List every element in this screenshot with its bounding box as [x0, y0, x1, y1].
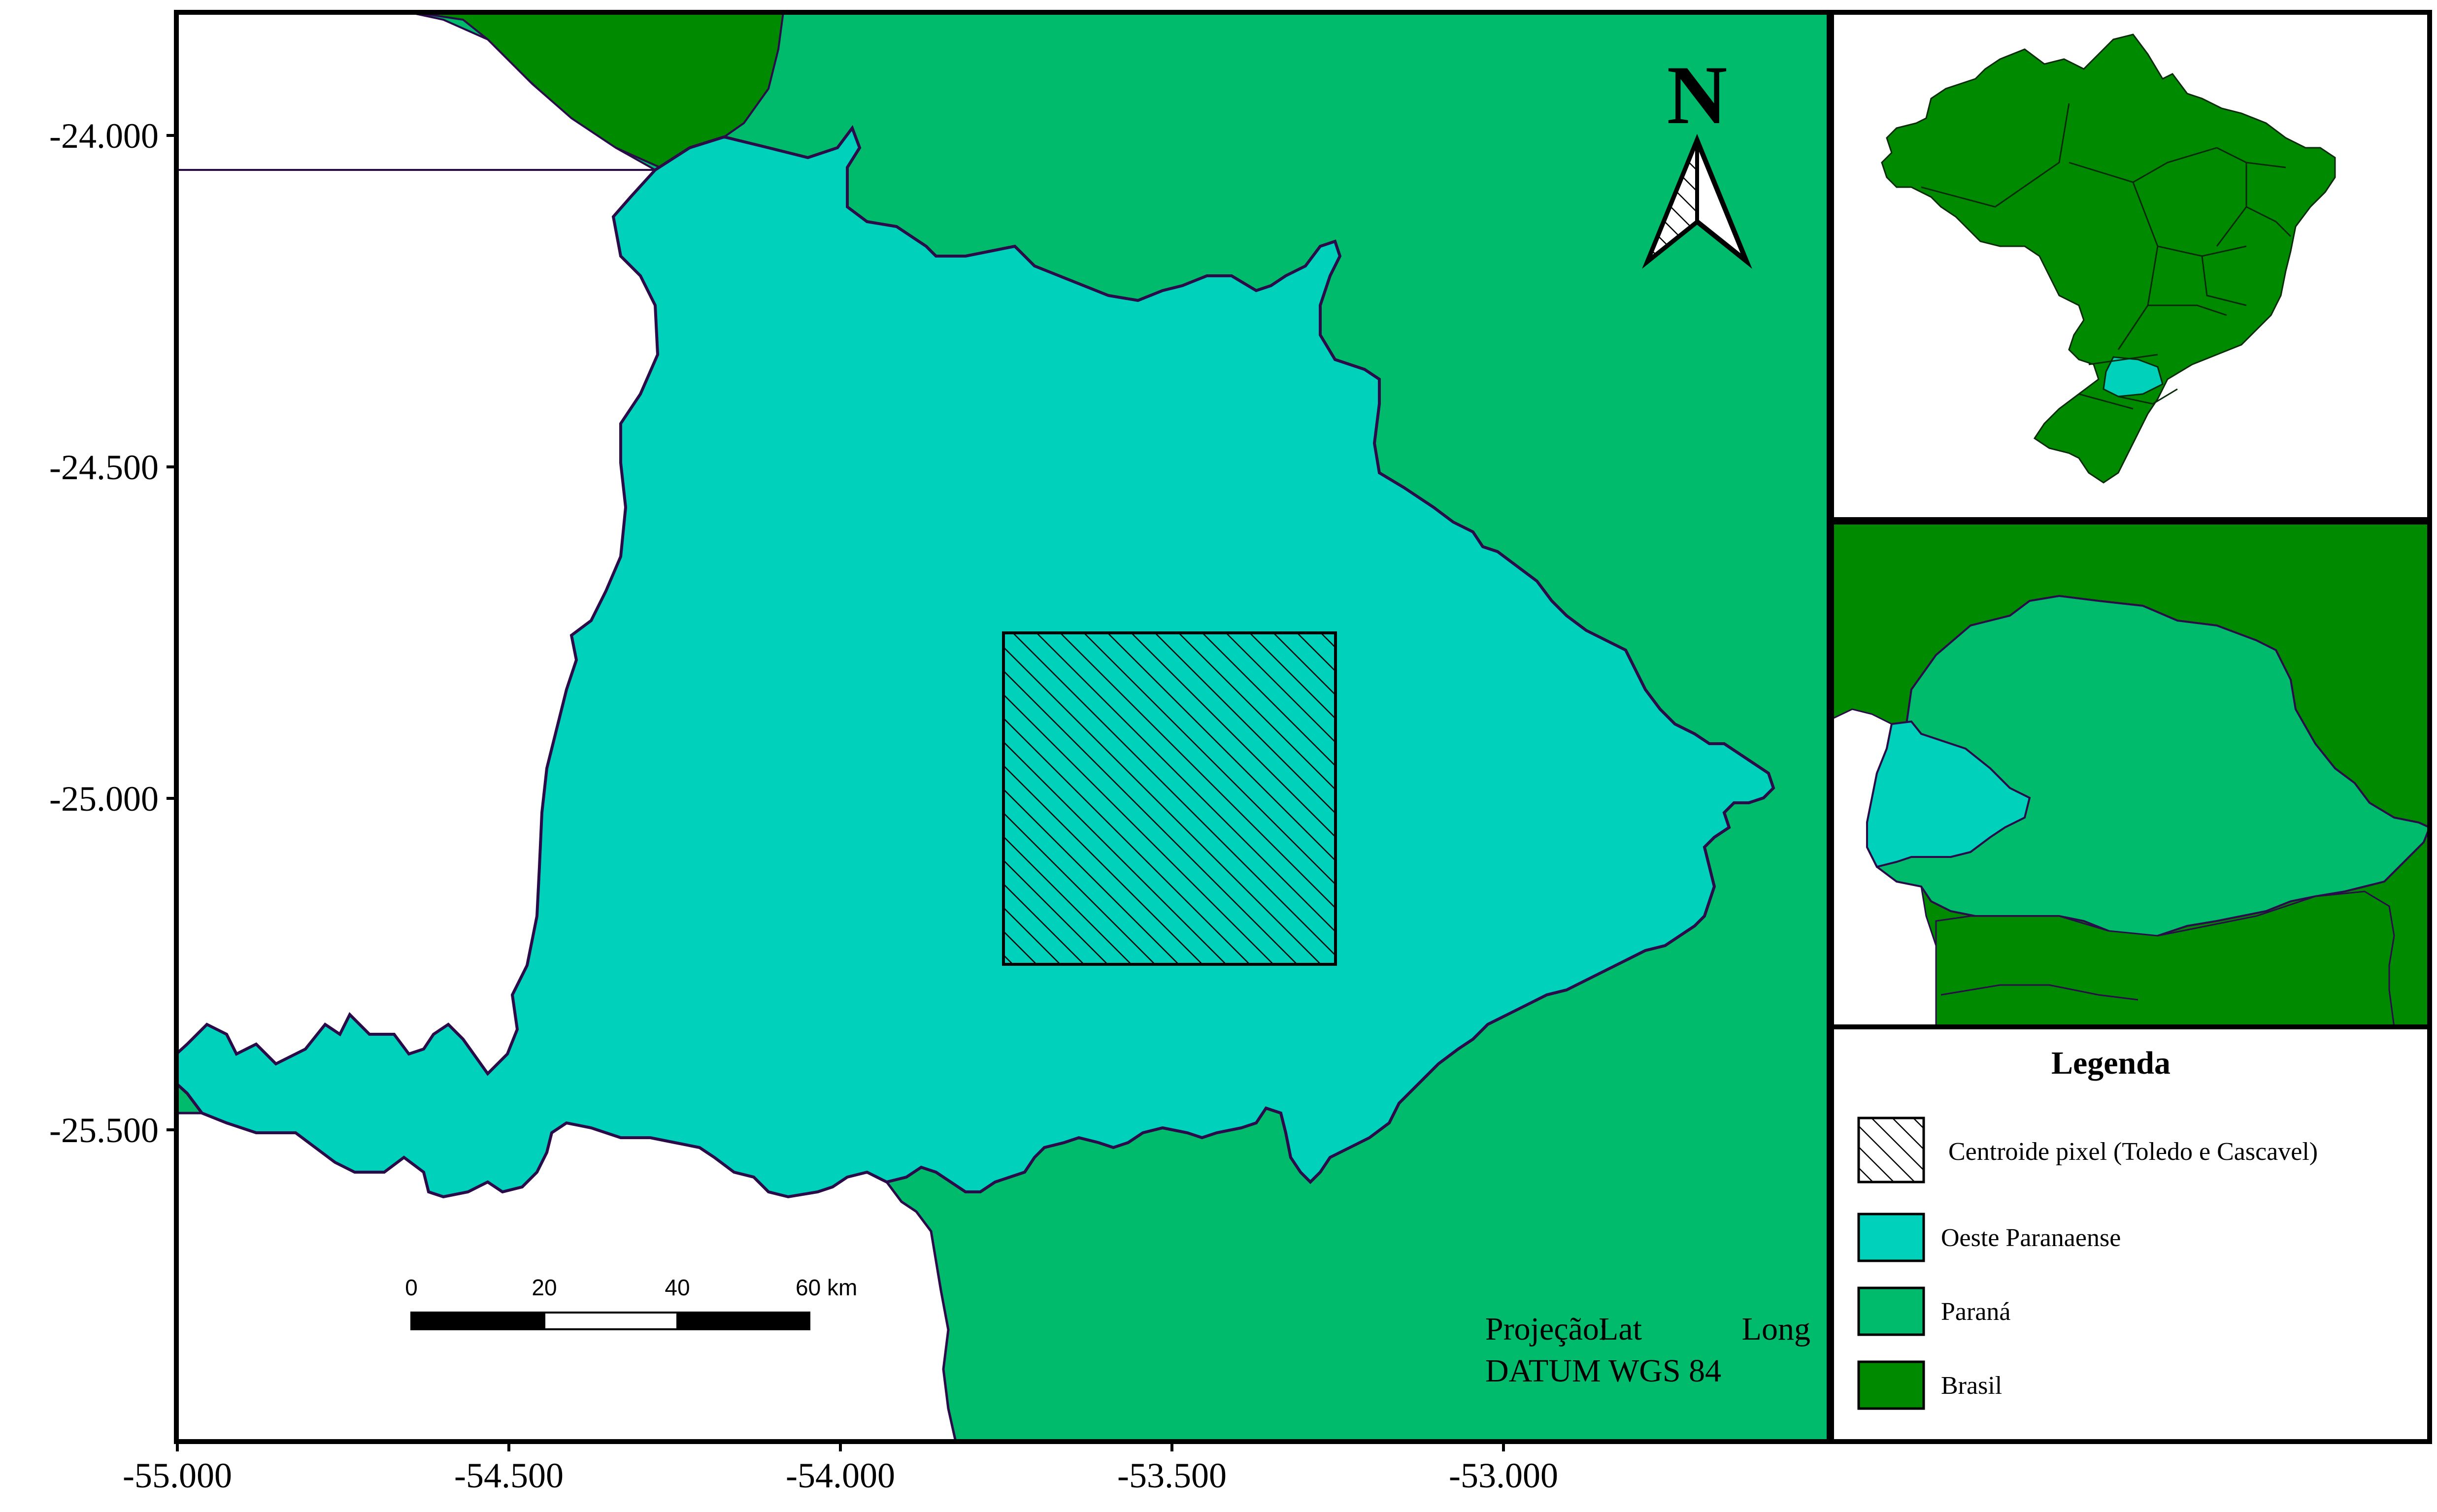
- y-tick-labels: -24.000 -24.500 -25.000 -25.500: [49, 116, 159, 1150]
- inset-parana[interactable]: [1832, 522, 2430, 1027]
- legend-swatch-parana: [1857, 1286, 1925, 1336]
- legend-swatch-centroide: [1857, 1117, 1925, 1183]
- projection-word-3: Long: [1742, 1311, 1810, 1347]
- scale-label-60: 60 km: [796, 1275, 857, 1300]
- legend-swatch-oeste: [1857, 1213, 1925, 1262]
- legend: Legenda Centroide pixel (Toledo e Cascav…: [1829, 1024, 2432, 1444]
- scale-label-0: 0: [405, 1275, 418, 1300]
- x-tick-label: -54.000: [786, 1456, 895, 1495]
- y-tick-label: -25.500: [49, 1111, 159, 1150]
- projection-datum: DATUM WGS 84: [1485, 1353, 1721, 1389]
- y-tick-label: -24.500: [49, 448, 159, 487]
- projection-word-2: Lat: [1599, 1311, 1642, 1347]
- scale-bar: 0 20 40 60 km: [405, 1275, 857, 1330]
- y-tick-label: -25.000: [49, 779, 159, 819]
- centroide-pixel-area[interactable]: [1002, 631, 1337, 966]
- scale-label-40: 40: [665, 1275, 690, 1300]
- x-tick-label: -53.000: [1449, 1456, 1558, 1495]
- scale-label-20: 20: [532, 1275, 557, 1300]
- projection-note: Projeção: Lat Long DATUM WGS 84: [1485, 1311, 1810, 1389]
- legend-label-oeste: Oeste Paranaense: [1941, 1224, 2121, 1252]
- legend-label-brasil: Brasil: [1941, 1372, 2002, 1400]
- parana-inset-highlight: [2103, 356, 2164, 397]
- x-tick-labels: -55.000 -54.500 -54.000 -53.500 -53.000: [123, 1456, 1558, 1495]
- sc-inset: [1935, 890, 2395, 1027]
- x-tick-label: -54.500: [454, 1456, 564, 1495]
- parana-state-inset: [1866, 594, 2430, 942]
- legend-label-parana: Paraná: [1941, 1298, 2010, 1326]
- north-arrow: N: [1642, 49, 1752, 269]
- x-tick-label: -55.000: [123, 1456, 232, 1495]
- oeste-paranaense-area[interactable]: [176, 125, 1775, 1199]
- oeste-inset: [1866, 720, 2031, 868]
- brazil-shape: [1881, 33, 2336, 484]
- legend-frame: [1829, 1024, 2432, 1444]
- x-tick-label: -53.500: [1117, 1456, 1227, 1495]
- legend-swatch-brasil: [1857, 1360, 1925, 1410]
- legend-label-centroide: Centroide pixel (Toledo e Cascavel): [1948, 1138, 2318, 1166]
- north-label: N: [1667, 49, 1728, 141]
- y-axis: [167, 134, 176, 1131]
- y-tick-label: -24.000: [49, 116, 159, 156]
- main-map[interactable]: [176, 12, 1829, 1442]
- projection-word-1: Projeção:: [1485, 1311, 1608, 1347]
- inset-brazil[interactable]: [1832, 12, 2430, 520]
- x-axis: [176, 1442, 1505, 1451]
- legend-title: Legenda: [2051, 1045, 2170, 1081]
